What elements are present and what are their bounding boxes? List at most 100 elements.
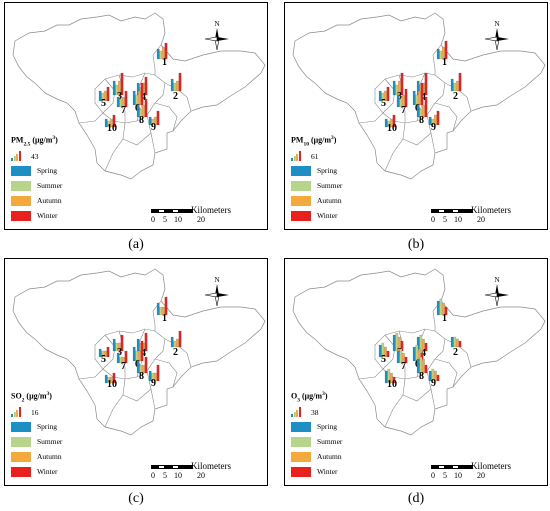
unit-label: (μg/m xyxy=(299,391,323,401)
legend-swatch xyxy=(11,195,31,206)
season-bar xyxy=(384,370,388,384)
season-bar xyxy=(156,302,160,316)
site-bar-group xyxy=(450,336,462,348)
site-bar-group xyxy=(116,350,128,364)
district-boundary xyxy=(402,388,432,402)
site-label: 8 xyxy=(419,371,424,382)
season-bar xyxy=(170,336,174,348)
site-label: 8 xyxy=(419,115,424,126)
scale-unit: Kilometers xyxy=(191,461,231,471)
unit-close: ) xyxy=(49,391,52,401)
legend-swatch xyxy=(11,210,31,221)
scale-segment xyxy=(151,209,158,213)
season-bar xyxy=(107,376,111,384)
map-svg: 12345678910 xyxy=(292,12,546,180)
season-bar xyxy=(442,46,445,60)
season-bar xyxy=(164,296,168,316)
district-boundary xyxy=(402,132,432,146)
site-bar-group xyxy=(170,72,182,92)
season-bar xyxy=(416,104,420,118)
site-bar-group xyxy=(396,348,408,364)
season-bar xyxy=(139,108,143,118)
season-bar xyxy=(124,350,128,364)
scale-bar: 0 5 10 20 Kilometers xyxy=(151,205,267,229)
season-bar xyxy=(164,42,168,60)
legend-label: Spring xyxy=(317,166,338,176)
season-bar xyxy=(436,300,440,316)
legend-swatch xyxy=(291,436,311,447)
season-bar xyxy=(431,118,435,126)
site-bar-group xyxy=(450,72,462,92)
season-bar xyxy=(392,80,396,96)
season-bar xyxy=(119,356,123,364)
site-label: 2 xyxy=(453,91,458,102)
legend-swatch xyxy=(11,451,31,462)
season-bar xyxy=(456,80,459,92)
site-label: 8 xyxy=(139,371,144,382)
district-boundary xyxy=(374,72,446,124)
season-bar xyxy=(392,376,396,384)
legend-swatch xyxy=(11,165,31,176)
season-bar xyxy=(136,360,140,374)
season-bar xyxy=(144,98,148,118)
legend-scale-row: 61 xyxy=(291,150,342,162)
season-bar xyxy=(420,82,424,106)
map-svg: 12345678910 xyxy=(12,268,266,436)
legend-label: Autumn xyxy=(317,196,342,206)
site-bar-group xyxy=(148,364,160,382)
season-bar xyxy=(136,338,140,352)
season-bar xyxy=(104,350,107,358)
panel-frame: 12345678910 N PM2.5 (μg/m3)43SpringSumme… xyxy=(4,2,268,230)
site-label: 5 xyxy=(101,354,106,365)
site-bar-group xyxy=(112,334,124,352)
legend: PM2.5 (μg/m3) 43 Spring Summer Autumn Winter xyxy=(11,135,62,224)
legend-item: Winter xyxy=(11,465,62,478)
site-label: 1 xyxy=(442,313,447,324)
scale-segment xyxy=(179,465,193,469)
legend-item: Spring xyxy=(291,164,342,177)
season-bar xyxy=(381,92,385,102)
season-bar xyxy=(404,356,408,364)
season-bar xyxy=(98,348,102,358)
district-boundary xyxy=(434,102,458,132)
panel-b: 12345678910 N PM10 (μg/m3)61SpringSummer… xyxy=(284,2,548,252)
pollutant-subscript: 2.5 xyxy=(23,141,31,148)
scale-segment xyxy=(165,209,172,213)
panel-caption: (a) xyxy=(128,237,144,252)
season-bar xyxy=(416,358,420,374)
legend-title: SO2 (μg/m3) xyxy=(11,391,62,403)
pollutant-name: PM xyxy=(291,135,304,145)
site-label: 1 xyxy=(442,57,447,68)
season-bar xyxy=(154,116,157,126)
legend-label: Winter xyxy=(37,467,58,477)
season-bar xyxy=(104,118,108,128)
panel-c: 12345678910 N SO2 (μg/m3)16SpringSummerA… xyxy=(4,258,268,506)
season-bar xyxy=(170,78,174,92)
legend-label: Autumn xyxy=(37,452,62,462)
season-bar xyxy=(415,344,419,362)
site-label: 4 xyxy=(141,348,146,359)
site-label: 2 xyxy=(173,91,178,102)
season-bar xyxy=(450,336,454,348)
season-bar xyxy=(140,82,144,106)
panel-d: 12345678910 N O3 (μg/m3)38SpringSummerAu… xyxy=(284,258,548,506)
site-bar-group xyxy=(384,114,396,128)
season-bar xyxy=(424,342,428,352)
scale-tick: 5 xyxy=(163,471,167,480)
site-label: 9 xyxy=(431,378,436,389)
site-bar-group xyxy=(132,82,144,106)
season-bar xyxy=(422,104,425,118)
site-bar-group xyxy=(436,40,448,60)
district-boundary xyxy=(154,358,178,388)
season-bar xyxy=(173,82,177,92)
site-bar-group xyxy=(396,88,408,108)
legend-item: Summer xyxy=(11,179,62,192)
site-label: 9 xyxy=(151,378,156,389)
district-boundary xyxy=(122,388,152,402)
north-arrow-icon: N xyxy=(483,19,511,53)
season-bar xyxy=(387,368,391,384)
legend-label: Summer xyxy=(37,181,63,191)
site-bar-group xyxy=(98,346,110,358)
scale-tick: 10 xyxy=(454,471,462,480)
